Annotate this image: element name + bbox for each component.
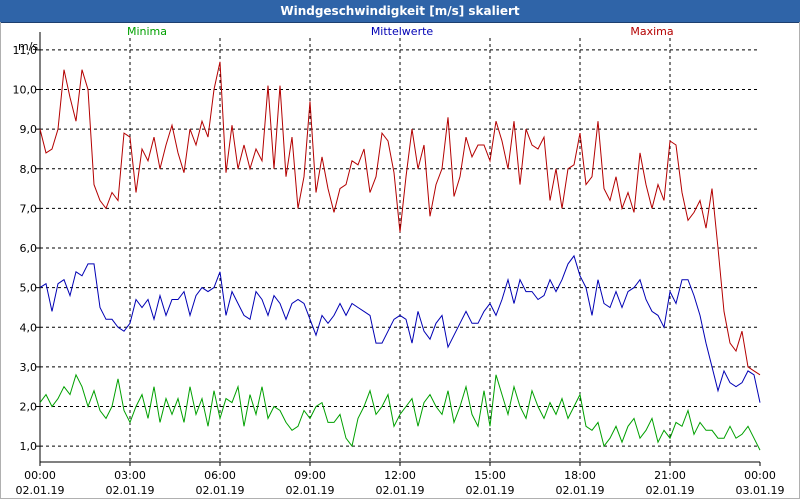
legend-mittelwerte: Mittelwerte xyxy=(371,25,434,38)
x-tick-date: 02.01.19 xyxy=(16,484,65,497)
legend-maxima: Maxima xyxy=(630,25,673,38)
y-tick-label: 11,0 xyxy=(13,44,38,57)
y-tick-label: 1,0 xyxy=(20,440,38,453)
x-tick-date: 03.01.19 xyxy=(736,484,785,497)
series-line-maxima xyxy=(39,61,761,376)
legend-minima: Minima xyxy=(127,25,167,38)
series xyxy=(39,61,761,451)
series-line-minima xyxy=(39,373,761,451)
x-tick-time: 00:00 xyxy=(744,469,776,482)
chart-title: Windgeschwindigkeit [m/s] skaliert xyxy=(0,0,800,23)
x-tick-date: 02.01.19 xyxy=(556,484,605,497)
y-tick-label: 8,0 xyxy=(20,163,38,176)
x-tick-time: 18:00 xyxy=(564,469,596,482)
y-tick-label: 5,0 xyxy=(20,282,38,295)
series-line-mittelwerte xyxy=(39,254,761,403)
x-tick-date: 02.01.19 xyxy=(646,484,695,497)
x-tick-time: 15:00 xyxy=(474,469,506,482)
x-tick-time: 03:00 xyxy=(114,469,146,482)
x-tick-time: 12:00 xyxy=(384,469,416,482)
x-tick-date: 02.01.19 xyxy=(196,484,245,497)
y-tick-label: 9,0 xyxy=(20,123,38,136)
y-tick-label: 3,0 xyxy=(20,361,38,374)
x-tick-time: 09:00 xyxy=(294,469,326,482)
y-tick-label: 6,0 xyxy=(20,242,38,255)
x-tick-date: 02.01.19 xyxy=(466,484,515,497)
x-tick-date: 02.01.19 xyxy=(376,484,425,497)
y-tick-label: 10,0 xyxy=(13,84,38,97)
y-tick-label: 4,0 xyxy=(20,321,38,334)
labels: 1,0 2,0 3,0 4,0 5,0 6,0 7,0 8,0 9,0 10,0 11,0 00:00… xyxy=(13,25,785,497)
axes xyxy=(36,32,761,466)
x-tick-time: 06:00 xyxy=(204,469,236,482)
y-tick-label: 7,0 xyxy=(20,202,38,215)
grid xyxy=(40,38,760,462)
x-tick-time: 21:00 xyxy=(654,469,686,482)
x-tick-date: 02.01.19 xyxy=(106,484,155,497)
y-axis-label: m/s xyxy=(18,40,38,53)
x-tick-time: 00:00 xyxy=(24,469,56,482)
x-tick-date: 02.01.19 xyxy=(286,484,335,497)
y-tick-label: 2,0 xyxy=(20,401,38,414)
